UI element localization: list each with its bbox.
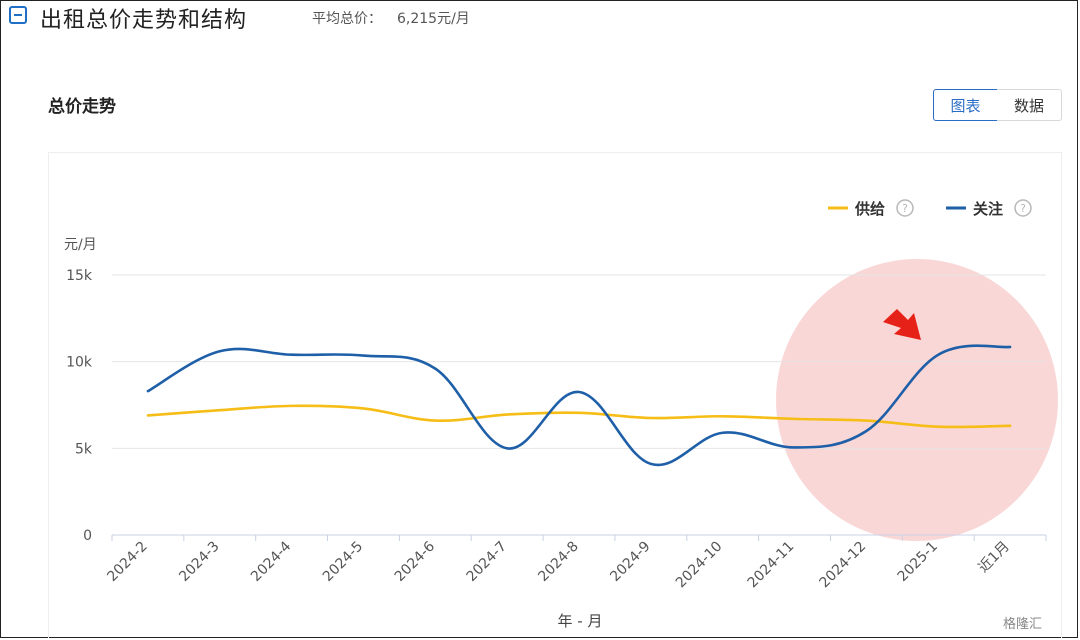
data-point[interactable] [505,413,509,417]
y-tick-label: 0 [83,528,92,544]
data-point[interactable] [721,431,725,435]
data-point[interactable] [936,353,940,357]
x-tick-label: 2024-4 [248,538,294,584]
data-point[interactable] [721,414,725,418]
data-point[interactable] [433,419,437,423]
watermark-text: 格隆汇 [1003,617,1043,632]
data-point[interactable] [577,390,581,394]
section-title: 出租总价走势和结构 [40,8,248,33]
question-mark-glyph: ? [1020,202,1026,215]
chart-container [48,152,1062,638]
data-point[interactable] [1008,424,1012,428]
x-tick-label: 2024-3 [176,539,222,585]
x-tick-label: 2024-12 [817,539,870,592]
data-point[interactable] [290,404,294,408]
collapse-icon[interactable] [9,6,27,24]
data-point[interactable] [864,419,868,423]
chart-view-button[interactable]: 图表 [933,89,998,121]
x-tick-label: 2024-6 [392,538,438,584]
average-price-value: 6,215元/月 [397,11,470,27]
y-tick-label: 5k [75,441,93,457]
series-line-supply [146,404,1012,429]
legend-label[interactable]: 关注 [973,200,1003,218]
data-point[interactable] [218,408,222,412]
data-point[interactable] [146,413,150,417]
data-point[interactable] [649,416,653,420]
data-view-button[interactable]: 数据 [997,89,1062,121]
highlight-circle [776,259,1058,541]
data-point[interactable] [793,417,797,421]
data-point[interactable] [864,429,868,433]
data-point[interactable] [361,406,365,410]
highlight-arrow [883,309,921,340]
data-point[interactable] [146,389,150,393]
y-axis-title: 元/月 [64,237,97,253]
average-price-label: 平均总价： [312,11,382,27]
x-tick-label: 2024-7 [464,539,510,585]
watermark-logo: 格隆汇 [1003,613,1042,632]
x-tick-label: 2024-5 [320,539,366,585]
data-point[interactable] [218,349,222,353]
data-point[interactable] [361,354,365,358]
data-point[interactable] [577,411,581,415]
x-tick-label: 2024-8 [535,539,581,585]
x-axis-title: 年 - 月 [558,612,603,630]
data-point[interactable] [649,462,653,466]
data-point[interactable] [433,367,437,371]
data-point[interactable] [505,446,509,450]
card-title: 总价走势 [48,97,116,117]
y-tick-label: 10k [66,355,93,371]
data-point[interactable] [936,425,940,429]
x-tick-label: 2025-1 [895,539,941,585]
data-point[interactable] [1008,345,1012,349]
x-tick-label: 2024-10 [673,539,726,592]
data-point[interactable] [290,353,294,357]
x-tick-label: 2024-2 [104,539,150,585]
series-line-attention [146,344,1012,467]
question-icon[interactable] [896,199,914,217]
x-tick-label: 2024-11 [745,539,798,592]
question-icon[interactable] [1014,199,1032,217]
x-tick-label: 近1月 [975,539,1012,576]
legend-label[interactable]: 供给 [854,200,885,218]
y-tick-label: 15k [66,268,93,284]
data-point[interactable] [793,445,797,449]
x-tick-label: 2024-9 [607,539,653,585]
question-mark-glyph: ? [902,202,908,215]
